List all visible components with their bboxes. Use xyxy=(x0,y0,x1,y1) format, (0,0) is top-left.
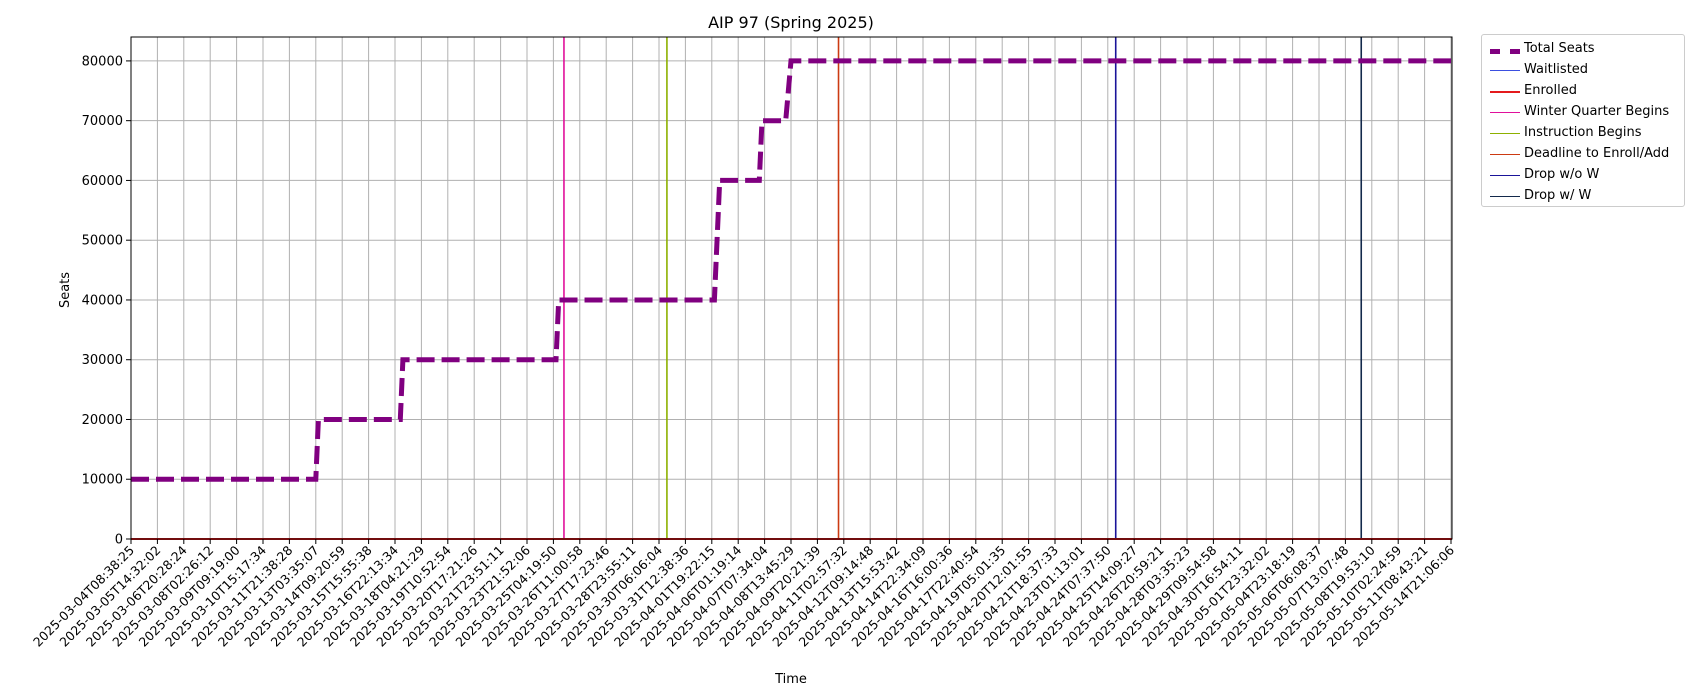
legend-label: Drop w/ W xyxy=(1524,188,1592,203)
chart-title: AIP 97 (Spring 2025) xyxy=(708,13,874,32)
y-axis-ticks: 0 10000 20000 30000 40000 50000 60000 70000 8000… xyxy=(82,54,131,548)
legend-entry: Instruction Begins xyxy=(1482,123,1684,144)
legend-entry: Total Seats xyxy=(1482,39,1684,60)
legend-swatch xyxy=(1490,133,1520,134)
legend-label: Deadline to Enroll/Add xyxy=(1524,146,1670,161)
legend-swatch xyxy=(1490,70,1520,71)
legend-swatch xyxy=(1490,154,1520,155)
legend-entry: Waitlisted xyxy=(1482,60,1684,81)
x-axis-ticks: 2025-03-04T08:38:252025-03-05T14:32:0220… xyxy=(30,539,1457,650)
y-tick-label: 30000 xyxy=(82,353,123,368)
x-axis-label: Time xyxy=(774,672,807,687)
y-tick-label: 20000 xyxy=(82,413,123,428)
y-tick-label: 0 xyxy=(115,533,123,548)
y-axis-label: Seats xyxy=(58,272,73,308)
legend-entry: Drop w/o W xyxy=(1482,165,1684,186)
y-tick-label: 70000 xyxy=(82,114,123,129)
y-tick-label: 40000 xyxy=(82,293,123,308)
legend-label: Total Seats xyxy=(1524,41,1595,56)
legend-swatch xyxy=(1490,175,1520,176)
y-tick-label: 50000 xyxy=(82,234,123,249)
y-tick-label: 60000 xyxy=(82,174,123,189)
y-tick-label: 80000 xyxy=(82,54,123,69)
y-tick-label: 10000 xyxy=(82,473,123,488)
legend-entry: Drop w/ W xyxy=(1482,186,1684,207)
series-line xyxy=(131,58,1451,482)
vertical-markers xyxy=(563,37,1363,539)
legend-swatch xyxy=(1490,49,1520,54)
legend-swatch xyxy=(1490,112,1520,113)
legend-entry: Deadline to Enroll/Add xyxy=(1482,144,1684,165)
legend: Total Seats Waitlisted Enrolled Winter Quar… xyxy=(1481,34,1685,207)
legend-entry: Winter Quarter Begins xyxy=(1482,102,1684,123)
grid xyxy=(130,37,1452,540)
legend-label: Instruction Begins xyxy=(1524,125,1642,140)
legend-label: Winter Quarter Begins xyxy=(1524,104,1670,119)
legend-label: Drop w/o W xyxy=(1524,167,1600,182)
legend-swatch xyxy=(1490,196,1520,197)
legend-label: Waitlisted xyxy=(1524,62,1589,77)
legend-entry: Enrolled xyxy=(1482,81,1684,102)
legend-label: Enrolled xyxy=(1524,83,1577,98)
legend-swatch xyxy=(1490,91,1520,93)
